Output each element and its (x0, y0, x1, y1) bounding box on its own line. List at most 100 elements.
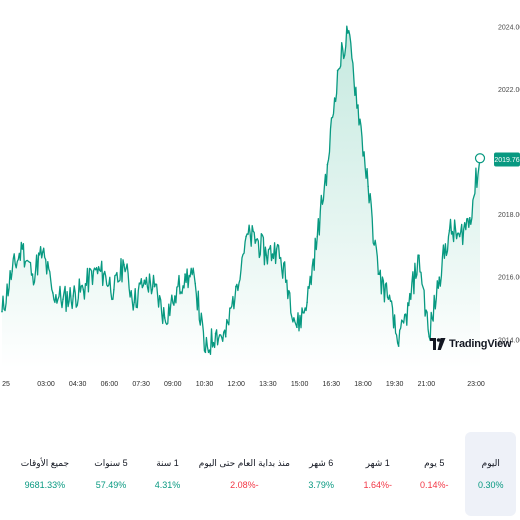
data-point (224, 335, 227, 338)
data-point (31, 273, 34, 275)
x-tick-label: 03:00 (37, 381, 55, 388)
x-tick-label: 18:00 (354, 381, 372, 388)
x-axis: 25 03:00 04:30 06:00 07:30 09:00 10:30 12:00 13:… (2, 381, 485, 388)
x-tick-label: 04:30 (69, 381, 87, 388)
data-point (418, 254, 420, 257)
data-point (275, 248, 278, 250)
period-5-days[interactable]: 5 يوم 0.14%- (409, 432, 460, 516)
data-point (265, 254, 268, 257)
y-tick-label: 2024.00 (498, 24, 520, 31)
y-tick-label: 2018.00 (498, 212, 520, 219)
data-point (296, 326, 298, 329)
period-label: 5 سنوات (94, 458, 128, 468)
data-point (62, 298, 64, 300)
data-point (163, 317, 166, 319)
last-price-label: 2019.76 (494, 157, 519, 164)
x-tick-label: 21:00 (418, 381, 436, 388)
x-tick-label: 23:00 (467, 381, 485, 388)
period-label: 5 يوم (424, 458, 445, 468)
y-tick-label: 2014.00 (498, 337, 520, 344)
last-price-tag (494, 152, 520, 167)
data-point (346, 32, 349, 34)
data-point (133, 301, 136, 304)
period-1-year[interactable]: 1 سنة 4.31% (142, 432, 193, 516)
data-point (367, 185, 369, 188)
y-tick-label: 2022.00 (498, 87, 520, 94)
x-tick-label: 15:00 (291, 381, 309, 388)
x-tick-label: 25 (2, 381, 10, 388)
period-label: اليوم (481, 458, 500, 468)
data-point (438, 276, 441, 279)
data-point (387, 298, 390, 300)
period-change: 9681.33% (24, 480, 66, 490)
data-point (174, 295, 176, 297)
data-point (469, 216, 471, 219)
period-label: منذ بداية العام حتى اليوم (198, 458, 290, 468)
price-area-fill (2, 26, 480, 368)
data-point (184, 273, 186, 275)
period-1-month[interactable]: 1 شهر 1.64%- (352, 432, 403, 516)
period-all-time[interactable]: جميع الأوقات 9681.33% (10, 432, 80, 516)
period-today[interactable]: اليوم 0.30% (465, 432, 516, 516)
performance-periods: اليوم 0.30% 5 يوم 0.14%- 1 شهر 1.64%- 6 … (0, 432, 520, 520)
x-tick-label: 16:30 (323, 381, 341, 388)
data-point (82, 288, 85, 291)
x-tick-label: 07:30 (132, 381, 150, 388)
price-line (1, 25, 481, 356)
data-point (102, 273, 105, 275)
y-tick-label: 2016.00 (498, 275, 520, 282)
x-tick-label: 19:30 (386, 381, 404, 388)
data-point (245, 235, 247, 238)
tradingview-watermark: TradingView (430, 333, 512, 355)
period-change: 57.49% (95, 480, 127, 490)
data-point (428, 335, 430, 338)
data-point (21, 248, 24, 250)
data-point (72, 295, 74, 297)
period-change: 4.31% (154, 480, 181, 490)
price-chart[interactable]: 2024.00 2022.00 2019.76 2018.00 2016.00 2014.… (0, 0, 520, 400)
period-label: 6 شهر (309, 458, 334, 468)
data-point (336, 69, 339, 72)
data-point (306, 301, 308, 304)
data-point (448, 229, 451, 232)
y-axis: 2024.00 2022.00 2019.76 2018.00 2016.00 2014.… (494, 24, 520, 344)
x-tick-label: 06:00 (101, 381, 119, 388)
data-point (255, 238, 258, 241)
data-point (1, 310, 3, 313)
period-change: 0.30% (477, 480, 504, 490)
chart-canvas[interactable]: 2024.00 2022.00 2019.76 2018.00 2016.00 2014.… (0, 0, 520, 400)
period-change: 0.14%- (419, 480, 449, 490)
data-point (377, 273, 380, 275)
x-tick-label: 13:30 (259, 381, 277, 388)
period-change: 3.79% (308, 480, 334, 490)
data-point (41, 251, 44, 253)
data-point (357, 104, 359, 106)
data-point (397, 345, 400, 347)
data-point (326, 163, 329, 166)
x-tick-label: 12:00 (227, 381, 245, 388)
data-point (204, 351, 207, 354)
data-point (285, 279, 288, 282)
data-point (214, 332, 217, 335)
period-6-months[interactable]: 6 شهر 3.79% (296, 432, 347, 516)
period-label: 1 شهر (365, 458, 390, 468)
period-label: جميع الأوقات (20, 458, 70, 468)
data-point (408, 304, 410, 307)
tradingview-wordmark: TradingView (449, 338, 512, 350)
x-tick-label: 09:00 (164, 381, 182, 388)
last-price-marker (474, 153, 486, 164)
data-point (11, 270, 13, 272)
period-5-years[interactable]: 5 سنوات 57.49% (86, 432, 137, 516)
data-point (113, 288, 115, 291)
period-label: 1 سنة (156, 458, 179, 468)
data-point (52, 292, 54, 294)
tradingview-logo-icon (430, 338, 446, 350)
data-point (143, 279, 146, 282)
data-point (92, 270, 95, 272)
period-ytd[interactable]: منذ بداية العام حتى اليوم 2.08%- (199, 432, 290, 516)
data-point (194, 282, 197, 285)
x-tick-label: 10:30 (196, 381, 214, 388)
data-point (153, 285, 156, 288)
data-point (123, 263, 125, 266)
data-point (316, 235, 319, 238)
